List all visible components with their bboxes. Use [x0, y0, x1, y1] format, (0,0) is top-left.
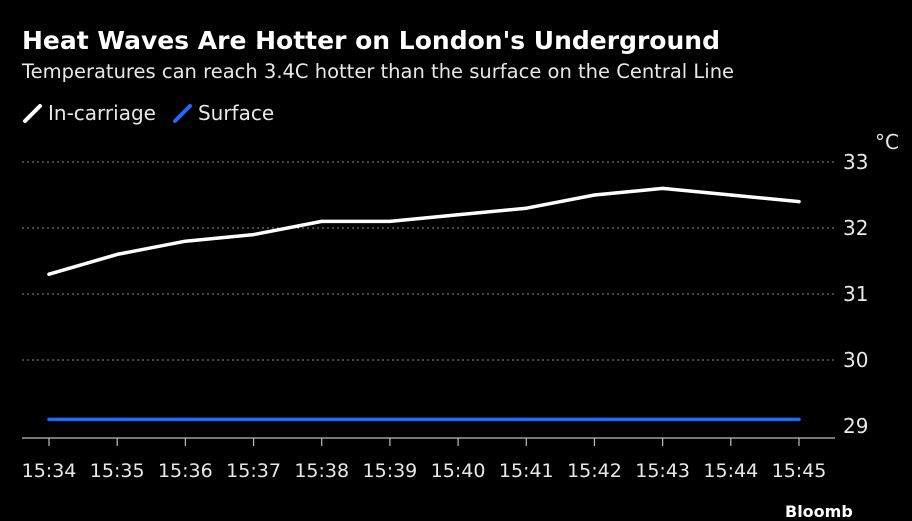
data-point-in-carriage-5	[388, 219, 392, 223]
data-point-in-carriage-1	[115, 252, 119, 256]
data-point-in-carriage-6	[456, 213, 460, 217]
chart-subtitle: Temperatures can reach 3.4C hotter than …	[22, 60, 735, 83]
legend-label-surface: Surface	[197, 101, 275, 125]
x-tick-label-2: 15:36	[158, 460, 213, 482]
x-tick-label-9: 15:43	[635, 460, 690, 482]
x-tick-label-10: 15:44	[703, 460, 758, 482]
legend-swatch-in-carriage	[23, 104, 42, 123]
legend-item-in-carriage: In-carriage	[22, 101, 156, 125]
data-point-surface-5	[388, 417, 392, 421]
data-point-surface-9	[661, 417, 665, 421]
x-tick-label-0: 15:34	[22, 460, 77, 482]
data-point-in-carriage-2	[183, 239, 187, 243]
y-tick-label-32: 32	[843, 216, 868, 240]
x-tick-label-1: 15:35	[90, 460, 145, 482]
legend-item-surface: Surface	[172, 101, 274, 125]
chart-title: Heat Waves Are Hotter on London's Underg…	[22, 26, 720, 55]
x-tick-label-5: 15:39	[363, 460, 418, 482]
data-point-surface-3	[251, 417, 256, 421]
legend: In-carriage Surface	[22, 101, 290, 125]
data-point-in-carriage-11	[797, 200, 801, 204]
data-point-in-carriage-10	[729, 193, 733, 197]
x-tick-label-4: 15:38	[294, 460, 349, 482]
data-point-surface-2	[183, 417, 187, 421]
x-tick-label-6: 15:40	[431, 460, 486, 482]
data-point-in-carriage-7	[524, 206, 528, 210]
y-tick-label-33: 33	[843, 150, 868, 174]
data-point-in-carriage-4	[320, 219, 324, 223]
data-point-in-carriage-8	[592, 193, 597, 197]
data-point-surface-0	[47, 417, 51, 421]
data-point-surface-8	[592, 417, 597, 421]
y-axis-unit-label: °C	[875, 130, 899, 154]
data-point-surface-6	[456, 417, 460, 421]
series-line-in-carriage	[47, 186, 801, 276]
legend-swatch-surface	[172, 104, 192, 123]
data-point-surface-10	[729, 417, 733, 421]
y-tick-label-29: 29	[843, 414, 868, 438]
y-tick-label-31: 31	[843, 282, 868, 306]
data-point-in-carriage-0	[47, 272, 51, 276]
data-point-in-carriage-9	[661, 186, 665, 190]
x-tick-label-8: 15:42	[567, 460, 622, 482]
data-point-in-carriage-3	[251, 233, 256, 237]
y-tick-label-30: 30	[843, 348, 868, 372]
x-tick-label-7: 15:41	[499, 460, 554, 482]
x-tick-label-3: 15:37	[226, 460, 281, 482]
data-point-surface-7	[524, 417, 528, 421]
source-label: Bloomb	[785, 502, 853, 521]
legend-label-in-carriage: In-carriage	[48, 101, 156, 125]
data-point-surface-11	[797, 417, 801, 421]
x-tick-label-11: 15:45	[772, 460, 827, 482]
data-point-surface-4	[320, 417, 324, 421]
data-point-surface-1	[115, 417, 119, 421]
